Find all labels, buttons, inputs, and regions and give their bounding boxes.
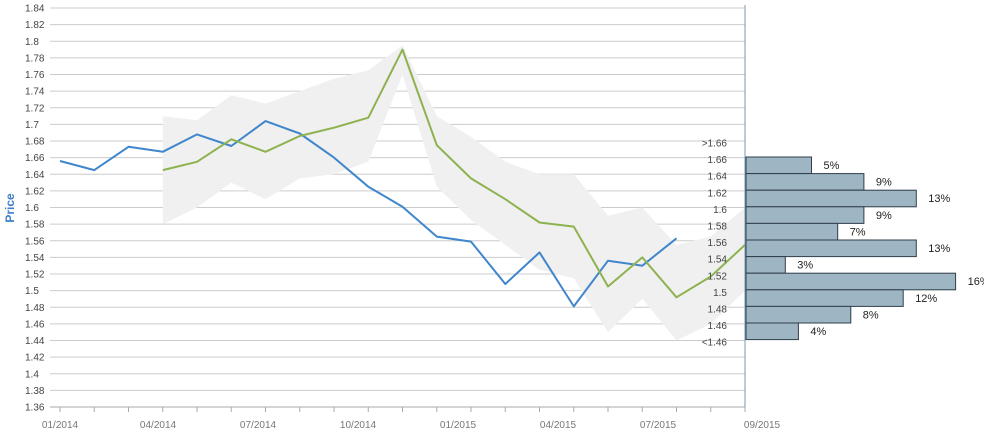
y-tick-label: 1.4	[25, 369, 39, 380]
histogram-percent-label: 3%	[797, 260, 813, 272]
histogram-bar	[745, 156, 812, 175]
y-tick-label: 1.56	[25, 236, 45, 247]
histogram-bin-label: 1.64	[708, 172, 728, 183]
y-tick-label: 1.74	[25, 87, 45, 98]
axes: 01/2014 04/2014 07/2014 10/2014 01/2015 04/20…	[42, 5, 781, 431]
histogram-bar	[745, 173, 865, 191]
x-tick-label: 01/2015	[440, 420, 477, 431]
histogram-bin-label: 1.58	[708, 222, 728, 233]
histogram-bar	[745, 289, 904, 307]
histogram-bin-label: 1.56	[708, 238, 728, 249]
distribution-histogram: 5% 9% 13% 9% 7% 13% 3% 16% 12% 8% 4% >1.66 1.66 1.64 1…	[702, 139, 984, 349]
histogram-bar	[745, 305, 852, 324]
histogram-bin-label: >1.66	[702, 139, 728, 150]
y-tick-label: 1.68	[25, 137, 45, 148]
y-tick-label: 1.42	[25, 353, 45, 364]
histogram-percent-label: 4%	[810, 326, 826, 338]
y-tick-label: 1.66	[25, 153, 45, 164]
y-tick-label: 1.48	[25, 303, 45, 314]
histogram-bin-label: 1.52	[708, 271, 728, 282]
y-tick-label: 1.7	[25, 120, 39, 131]
histogram-bar	[745, 322, 799, 341]
y-tick-label: 1.54	[25, 253, 45, 264]
histogram-bar	[745, 222, 839, 241]
histogram-percent-label: 13%	[928, 193, 950, 205]
histogram-bar	[745, 206, 865, 224]
histogram-bin-label: <1.46	[702, 338, 728, 349]
x-tick-label: 09/2015	[744, 420, 781, 431]
histogram-bin-label: 1.62	[708, 188, 728, 199]
histogram-percent-label: 16%	[968, 276, 984, 288]
y-tick-label: 1.44	[25, 336, 45, 347]
histogram-percent-label: 5%	[824, 160, 840, 172]
y-tick-label: 1.46	[25, 319, 45, 330]
histogram-percent-label: 12%	[915, 293, 937, 305]
y-tick-label: 1.82	[25, 20, 45, 31]
series-line-green	[162, 48, 746, 299]
histogram-percent-label: 9%	[876, 210, 892, 222]
x-tick-label: 04/2014	[140, 420, 177, 431]
histogram-bin-label: 1.66	[708, 155, 728, 166]
y-tick-label: 1.6	[25, 203, 39, 214]
y-tick-label: 1.52	[25, 270, 45, 281]
histogram-percent-label: 9%	[876, 177, 892, 189]
y-tick-label: 1.36	[25, 403, 45, 414]
histogram-percent-label: 13%	[928, 243, 950, 255]
y-axis-label: Price	[3, 193, 17, 223]
histogram-bin-label: 1.48	[708, 305, 728, 316]
y-tick-label: 1.62	[25, 186, 45, 197]
y-tick-label: 1.78	[25, 53, 45, 64]
y-tick-label: 1.38	[25, 386, 45, 397]
histogram-percent-label: 7%	[850, 226, 866, 238]
x-tick-label: 04/2015	[540, 420, 577, 431]
histogram-bar	[745, 256, 786, 274]
x-tick-label: 10/2014	[340, 420, 377, 431]
histogram-bin-label: 1.46	[708, 321, 728, 332]
histogram-bin-label: 1.6	[713, 205, 727, 216]
y-tick-label: 1.64	[25, 170, 45, 181]
histogram-bin-label: 1.5	[713, 288, 727, 299]
x-tick-label: 07/2014	[240, 420, 277, 431]
histogram-percent-label: 8%	[863, 309, 879, 321]
histogram-bin-label: 1.54	[708, 255, 728, 266]
y-tick-label: 1.72	[25, 103, 45, 114]
y-tick-label: 1.5	[25, 286, 39, 297]
y-tick-label: 1.8	[25, 37, 39, 48]
y-tick-label: 1.84	[25, 4, 45, 15]
histogram-bar	[745, 272, 957, 291]
histogram-bar	[745, 189, 917, 208]
y-tick-label: 1.58	[25, 220, 45, 231]
forecast-band-area	[162, 45, 746, 341]
histogram-bar	[745, 239, 917, 258]
price-series	[59, 48, 746, 308]
x-tick-label: 01/2014	[42, 420, 79, 431]
series-line-blue	[59, 120, 678, 308]
y-tick-label: 1.76	[25, 70, 45, 81]
x-tick-label: 07/2015	[640, 420, 677, 431]
forecast-band	[162, 45, 746, 341]
